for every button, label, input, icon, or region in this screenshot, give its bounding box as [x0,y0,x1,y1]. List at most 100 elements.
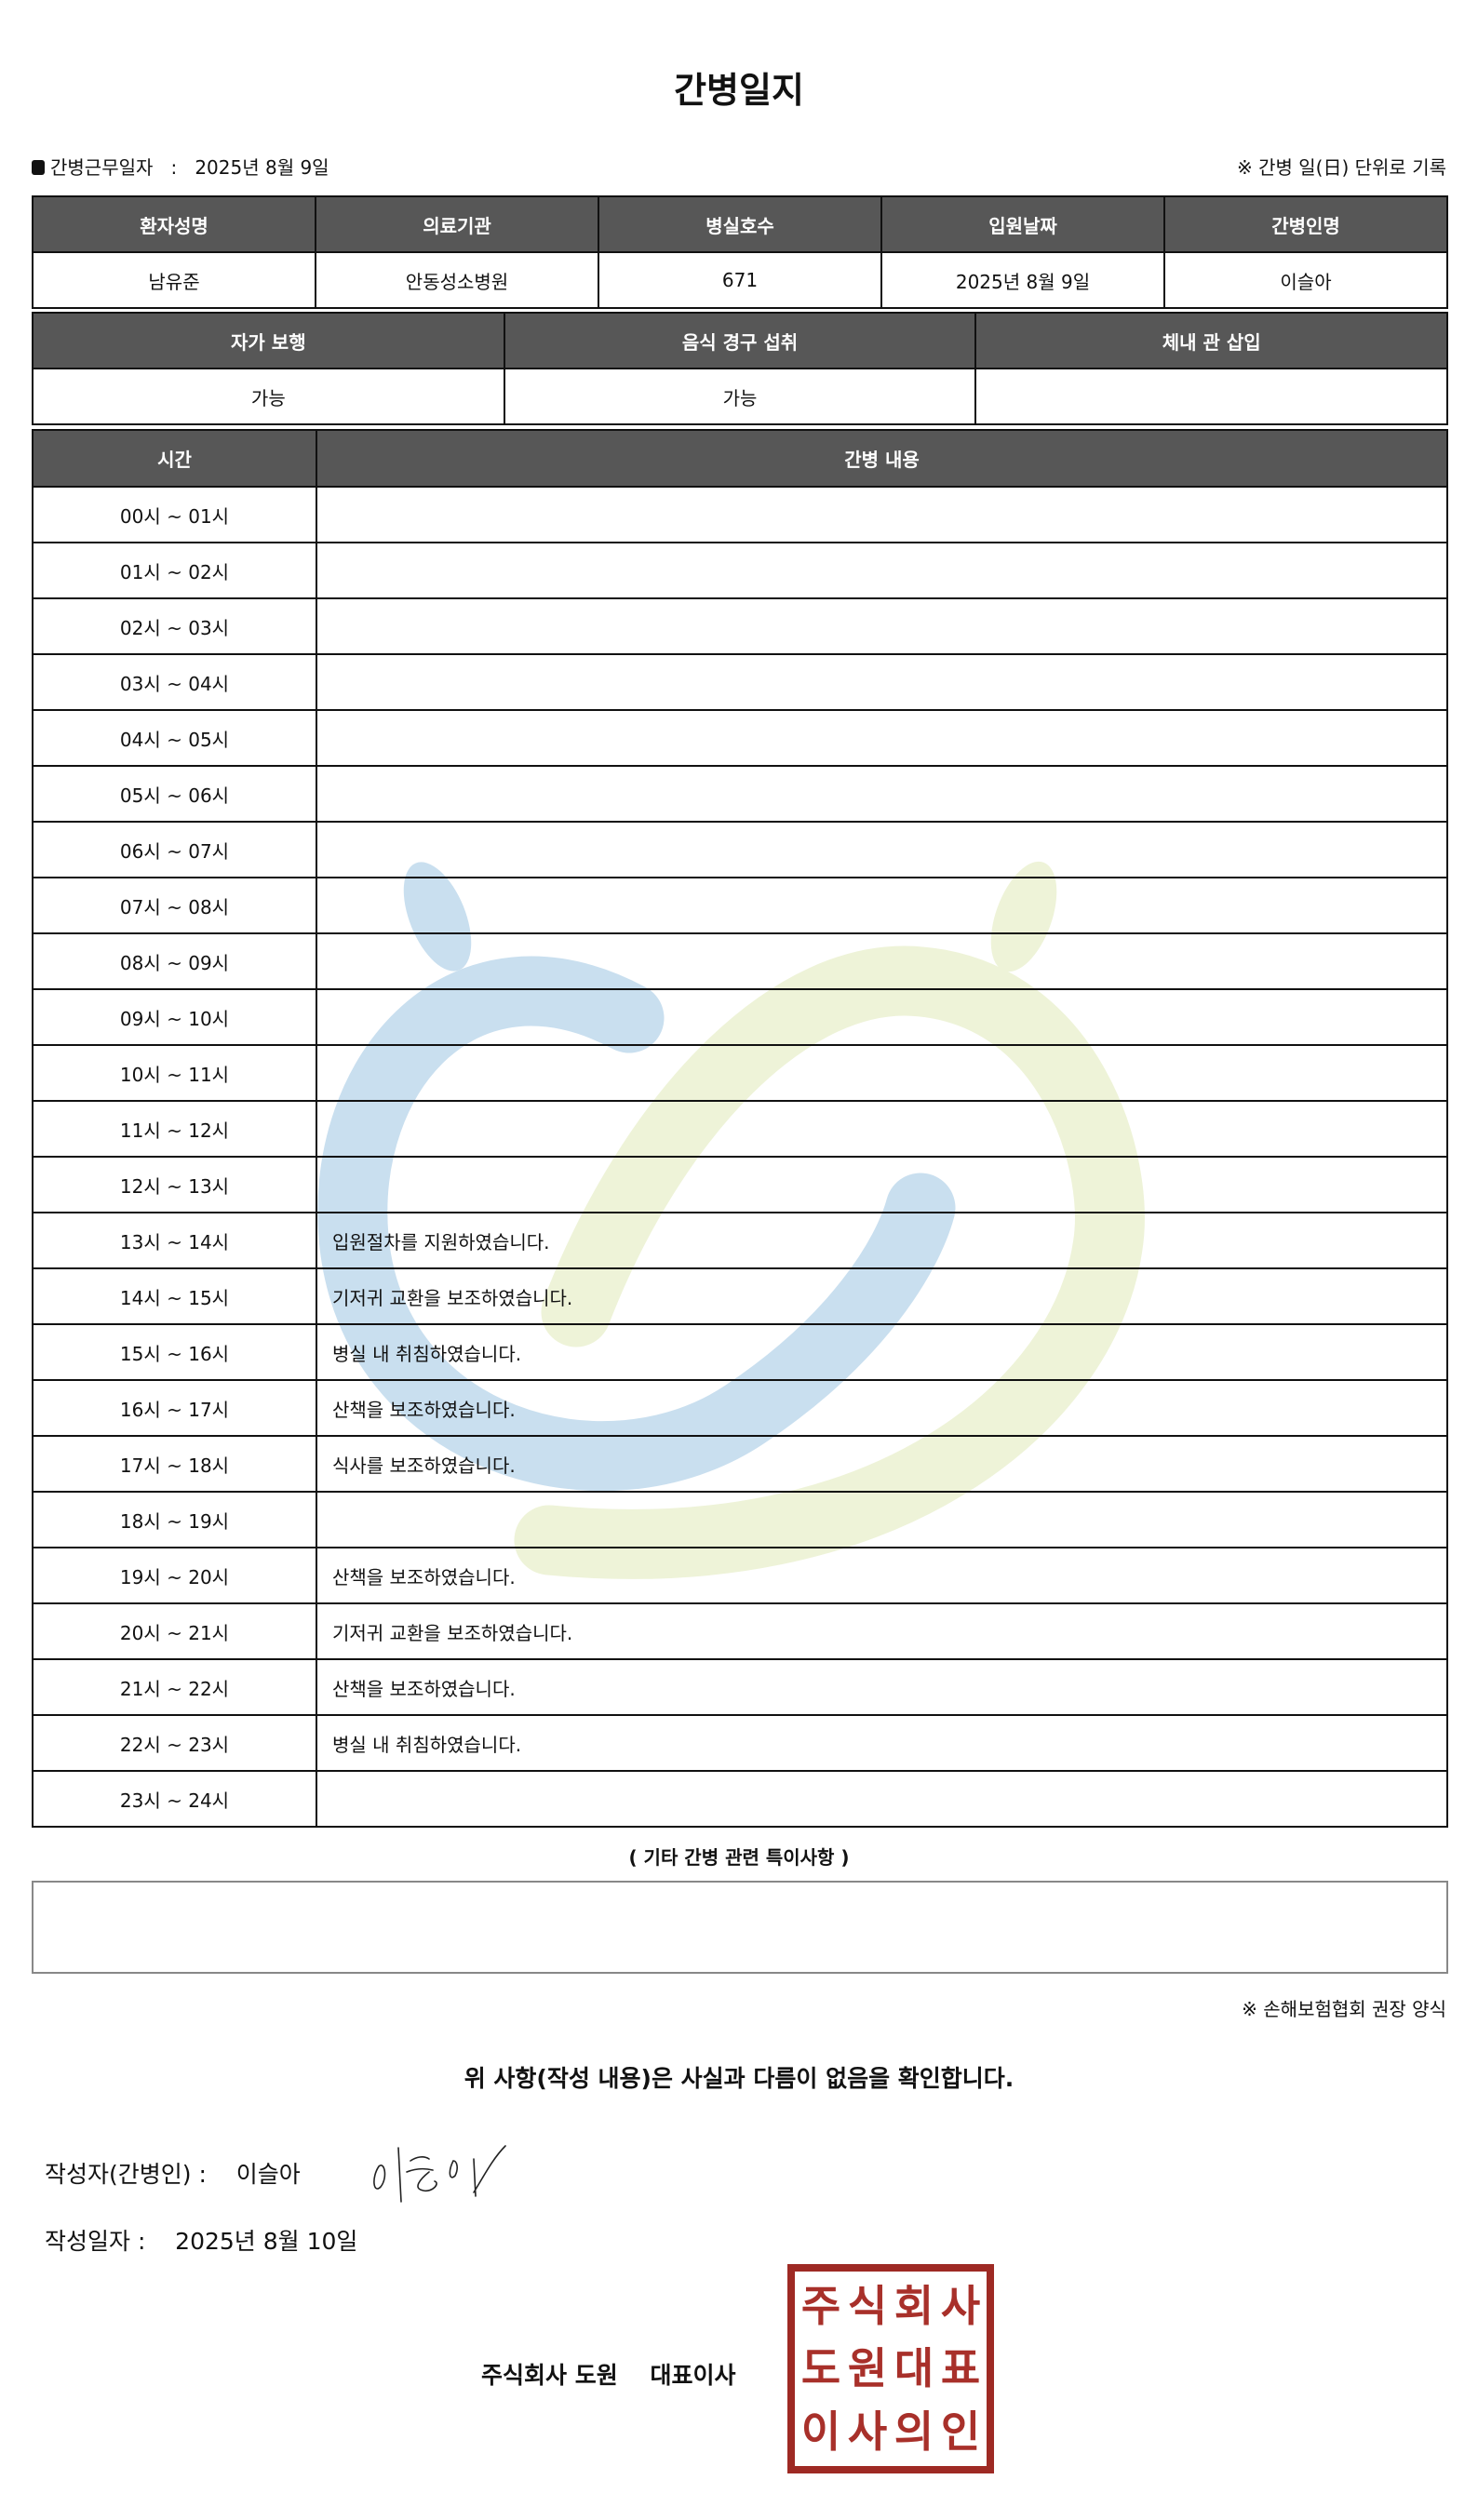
care-log-table: 시간 간병 내용 00시 ~ 01시 01시 ~ 02시 02시 ~ 03시 03시 … [32,429,1448,1828]
stamp-glyph: 도 [800,2343,841,2394]
content-cell [316,653,1448,711]
header-tube: 체내 관 삽입 [974,312,1448,369]
caregiver-name: 이슬아 [1163,251,1448,309]
table-row: 02시 ~ 03시 [32,597,1448,655]
form-note: ※ 손해보험협회 권장 양식 [1242,1998,1446,2020]
writer-name: 이슬아 [235,2161,301,2188]
time-cell: 05시 ~ 06시 [32,765,317,823]
notes-title: ( 기타 간병 관련 특이사항 ) [628,1846,850,1869]
writer-label: 작성자(간병인) : [45,2161,207,2188]
table-row: 09시 ~ 10시 [32,988,1448,1046]
content-cell [316,597,1448,655]
page-title: 간병일지 [674,70,804,111]
bullet-icon [32,160,45,175]
header-oral-intake: 음식 경구 섭취 [503,312,977,369]
time-cell: 13시 ~ 14시 [32,1212,317,1269]
content-cell [316,542,1448,599]
time-cell: 14시 ~ 15시 [32,1267,317,1325]
content-cell: 산책을 보조하였습니다. [316,1547,1448,1604]
header-hospital: 의료기관 [315,195,599,253]
stamp-glyph: 표 [940,2343,981,2394]
time-cell: 04시 ~ 05시 [32,709,317,767]
content-cell [316,932,1448,990]
content-cell [316,709,1448,767]
work-date-sep: : [170,156,178,179]
table-row: 03시 ~ 04시 [32,653,1448,711]
time-cell: 03시 ~ 04시 [32,653,317,711]
header-patient-name: 환자성명 [32,195,316,253]
company-signature-line: 주식회사 도원 대표이사 [481,2357,736,2391]
content-cell [316,988,1448,1046]
time-cell: 17시 ~ 18시 [32,1435,317,1493]
content-cell [316,765,1448,823]
time-cell: 23시 ~ 24시 [32,1770,317,1828]
table-row: 12시 ~ 13시 [32,1156,1448,1213]
table-row: 11시 ~ 12시 [32,1100,1448,1158]
notes-box [32,1881,1448,1974]
content-cell [316,1491,1448,1548]
time-cell: 18시 ~ 19시 [32,1491,317,1548]
confirmation-text: 위 사항(작성 내용)은 사실과 다름이 없음을 확인합니다. [464,2065,1014,2092]
signature [373,2145,506,2203]
time-cell: 12시 ~ 13시 [32,1156,317,1213]
time-cell: 01시 ~ 02시 [32,542,317,599]
header-admission-date: 입원날짜 [880,195,1165,253]
header-walking: 자가 보행 [32,312,505,369]
stamp-glyph: 사 [940,2280,981,2331]
time-cell: 07시 ~ 08시 [32,877,317,934]
stamp-glyph: 의 [894,2406,934,2458]
table-row: 05시 ~ 06시 [32,765,1448,823]
header-room: 병실호수 [598,195,882,253]
table-row: 21시 ~ 22시 산책을 보조하였습니다. [32,1658,1448,1716]
table-row: 04시 ~ 05시 [32,709,1448,767]
company-name: 주식회사 도원 [481,2362,618,2389]
content-cell [316,486,1448,543]
writer-line: 작성자(간병인) : 이슬아 [45,2156,301,2190]
time-cell: 08시 ~ 09시 [32,932,317,990]
content-cell [316,1100,1448,1158]
work-date: 간병근무일자 : 2025년 8월 9일 [32,153,329,180]
content-cell: 병실 내 취침하였습니다. [316,1714,1448,1772]
table-row: 07시 ~ 08시 [32,877,1448,934]
table-row: 13시 ~ 14시 입원절차를 지원하였습니다. [32,1212,1448,1269]
table-row: 18시 ~ 19시 [32,1491,1448,1548]
time-cell: 06시 ~ 07시 [32,821,317,878]
ceo-label: 대표이사 [650,2362,736,2389]
table-row: 20시 ~ 21시 기저귀 교환을 보조하였습니다. [32,1602,1448,1660]
table-row: 01시 ~ 02시 [32,542,1448,599]
table-row: 16시 ~ 17시 산책을 보조하였습니다. [32,1379,1448,1437]
stamp-glyph: 인 [940,2406,981,2458]
table-row: 00시 ~ 01시 [32,486,1448,543]
content-cell: 산책을 보조하였습니다. [316,1658,1448,1716]
table-row: 19시 ~ 20시 산책을 보조하였습니다. [32,1547,1448,1604]
table-row: 15시 ~ 16시 병실 내 취침하였습니다. [32,1323,1448,1381]
table-row: 14시 ~ 15시 기저귀 교환을 보조하였습니다. [32,1267,1448,1325]
stamp-glyph: 사 [847,2406,888,2458]
stamp-glyph: 원 [847,2343,888,2394]
content-cell: 산책을 보조하였습니다. [316,1379,1448,1437]
tube-value [974,368,1448,425]
table-row: 22시 ~ 23시 병실 내 취침하였습니다. [32,1714,1448,1772]
table-row: 06시 ~ 07시 [32,821,1448,878]
written-date-value: 2025년 8월 10일 [175,2228,358,2255]
daily-record-note: ※ 간병 일(日) 단위로 기록 [1237,156,1446,179]
walking-value: 가능 [32,368,505,425]
content-cell: 기저귀 교환을 보조하였습니다. [316,1267,1448,1325]
admission-date: 2025년 8월 9일 [880,251,1165,309]
time-cell: 02시 ~ 03시 [32,597,317,655]
header-caregiver: 간병인명 [1163,195,1448,253]
time-cell: 22시 ~ 23시 [32,1714,317,1772]
patient-info-table: 환자성명 의료기관 병실호수 입원날짜 간병인명 남유준 안동성소병원 671 … [32,195,1448,309]
time-cell: 15시 ~ 16시 [32,1323,317,1381]
stamp-glyph: 주 [800,2280,841,2331]
time-cell: 19시 ~ 20시 [32,1547,317,1604]
written-date-label: 작성일자 : [45,2228,146,2255]
table-row: 23시 ~ 24시 [32,1770,1448,1828]
content-cell [316,1156,1448,1213]
time-cell: 20시 ~ 21시 [32,1602,317,1660]
stamp-glyph: 식 [847,2280,888,2331]
time-cell: 16시 ~ 17시 [32,1379,317,1437]
header-time: 시간 [32,429,317,488]
